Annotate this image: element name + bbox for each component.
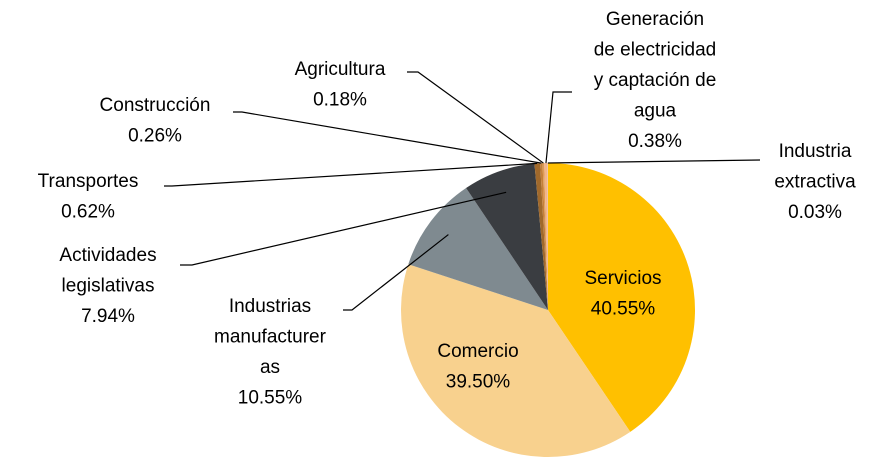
slice-label: Actividades legislativas [59, 245, 156, 297]
value-label: 7.94% [81, 306, 135, 327]
slice-label: Agricultura [295, 59, 386, 80]
pie-slice [542, 163, 548, 310]
pie-slice [548, 163, 695, 432]
leader-line [547, 159, 761, 164]
slice-label: Industria extractiva [774, 141, 856, 193]
leader-line [545, 91, 572, 164]
value-label: 40.55% [591, 299, 656, 320]
value-label: 39.50% [446, 372, 511, 393]
pie-slice [534, 163, 548, 310]
value-label: 0.18% [313, 90, 367, 111]
slice-label: Generación de electricidad y captación de a… [594, 9, 717, 122]
value-label: 0.38% [628, 131, 682, 152]
leader-line [164, 162, 538, 187]
pie-slice [544, 163, 548, 310]
pie-slice [400, 264, 631, 458]
leader-line [407, 71, 544, 164]
value-label: 0.62% [61, 202, 115, 223]
slice-label: Industrias manufacturer as [214, 296, 327, 378]
slice-label: Servicios [584, 268, 661, 289]
pie-slice [408, 187, 548, 310]
leader-line [343, 234, 449, 311]
slice-label: Comercio [437, 341, 518, 362]
value-label: 0.26% [128, 126, 182, 147]
pie-slice [540, 163, 548, 310]
slice-label: Transportes [38, 171, 139, 192]
slice-label: Construcción [100, 95, 211, 116]
leader-line [233, 111, 542, 164]
value-label: 0.03% [788, 202, 842, 223]
pie-slice [466, 163, 548, 310]
leader-line [180, 191, 507, 266]
value-label: 10.55% [238, 388, 303, 409]
